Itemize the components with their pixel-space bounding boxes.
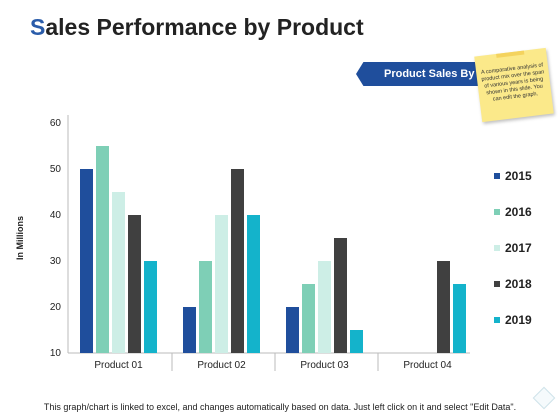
page-title: Sales Performance by Product	[30, 14, 364, 41]
legend-item-2016[interactable]: 2016	[494, 194, 554, 230]
legend-label: 2018	[505, 277, 532, 291]
chart-legend: 2015 2016 2017 2018 2019	[494, 158, 554, 338]
y-tick-label: 30	[50, 256, 62, 267]
legend-label: 2015	[505, 169, 532, 183]
bar-2018-product-03[interactable]	[334, 238, 347, 353]
bar-2015-product-02[interactable]	[183, 307, 196, 353]
bar-2019-product-02[interactable]	[247, 215, 260, 353]
x-tick-label: Product 03	[300, 360, 349, 371]
legend-item-2019[interactable]: 2019	[494, 302, 554, 338]
legend-swatch	[494, 173, 500, 179]
legend-item-2017[interactable]: 2017	[494, 230, 554, 266]
product-sales-banner: Product Sales By	[356, 62, 480, 86]
legend-swatch	[494, 209, 500, 215]
y-tick-label: 20	[50, 302, 62, 313]
bar-2018-product-04[interactable]	[437, 261, 450, 353]
x-tick-label: Product 02	[197, 360, 246, 371]
legend-swatch	[494, 245, 500, 251]
y-tick-label: 50	[50, 164, 62, 175]
footer-note: This graph/chart is linked to excel, and…	[43, 402, 517, 412]
legend-swatch	[494, 281, 500, 287]
bar-2017-product-01[interactable]	[112, 192, 125, 353]
legend-item-2018[interactable]: 2018	[494, 266, 554, 302]
bar-2019-product-03[interactable]	[350, 330, 363, 353]
bar-2019-product-01[interactable]	[144, 261, 157, 353]
y-tick-label: 60	[50, 118, 62, 129]
bar-2016-product-01[interactable]	[96, 146, 109, 353]
bar-2017-product-02[interactable]	[215, 215, 228, 353]
bar-2015-product-03[interactable]	[286, 307, 299, 353]
legend-item-2015[interactable]: 2015	[494, 158, 554, 194]
y-tick-label: 40	[50, 210, 62, 221]
bar-2017-product-03[interactable]	[318, 261, 331, 353]
legend-label: 2016	[505, 205, 532, 219]
y-tick-label: 10	[50, 348, 62, 359]
bar-2015-product-01[interactable]	[80, 169, 93, 353]
bar-2018-product-01[interactable]	[128, 215, 141, 353]
title-initial: S	[30, 14, 46, 40]
legend-swatch	[494, 317, 500, 323]
x-tick-label: Product 04	[403, 360, 452, 371]
legend-label: 2017	[505, 241, 532, 255]
bar-2018-product-02[interactable]	[231, 169, 244, 353]
legend-label: 2019	[505, 313, 532, 327]
bar-2016-product-02[interactable]	[199, 261, 212, 353]
title-rest: ales Performance by Product	[45, 14, 364, 40]
bar-2019-product-04[interactable]	[453, 284, 466, 353]
x-tick-label: Product 01	[94, 360, 143, 371]
bar-2016-product-03[interactable]	[302, 284, 315, 353]
